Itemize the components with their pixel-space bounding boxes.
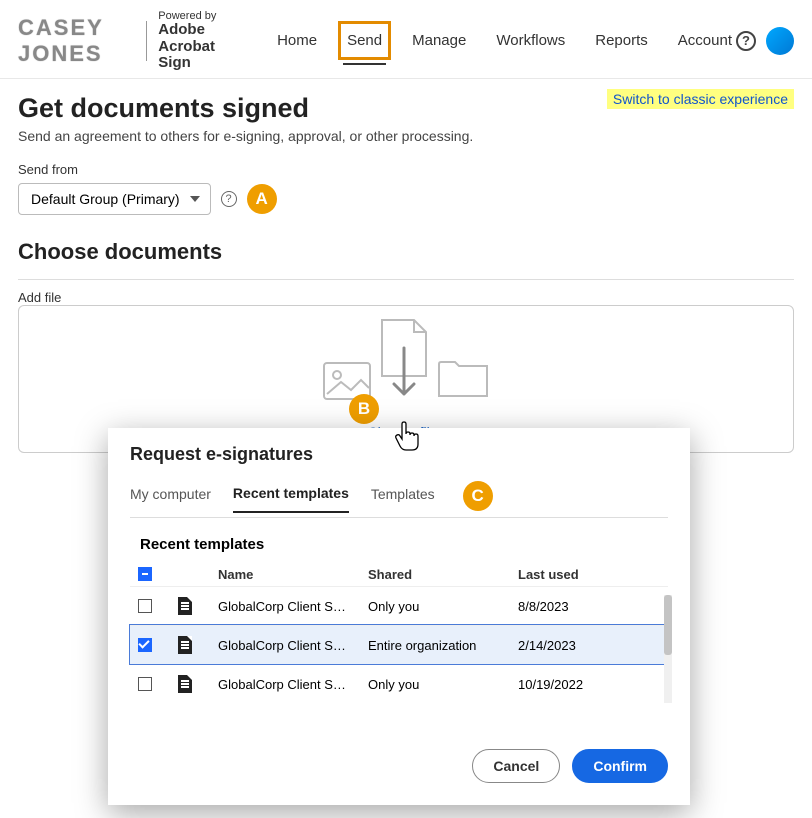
send-from-label: Send from bbox=[18, 162, 794, 177]
col-shared: Shared bbox=[368, 567, 518, 582]
classic-experience-link[interactable]: Switch to classic experience bbox=[607, 89, 794, 109]
callout-a: A bbox=[247, 184, 277, 214]
confirm-button[interactable]: Confirm bbox=[572, 749, 668, 783]
modal-footer: Cancel Confirm bbox=[130, 749, 668, 783]
table-scrollbar[interactable] bbox=[664, 595, 672, 703]
nav-reports[interactable]: Reports bbox=[591, 26, 652, 55]
help-icon[interactable]: ? bbox=[736, 31, 756, 51]
modal-tabs: My computer Recent templates Templates C bbox=[130, 481, 668, 518]
col-name: Name bbox=[218, 567, 368, 582]
nav-workflows[interactable]: Workflows bbox=[492, 26, 569, 55]
cell-name: GlobalCorp Client S… bbox=[218, 677, 368, 692]
folder-icon bbox=[437, 360, 489, 400]
page-subtitle: Send an agreement to others for e-signin… bbox=[18, 128, 794, 144]
add-file-label: Add file bbox=[18, 290, 794, 305]
document-icon bbox=[178, 597, 192, 615]
tab-recent-templates[interactable]: Recent templates bbox=[233, 485, 349, 513]
vertical-divider bbox=[146, 21, 147, 61]
send-from-row: Default Group (Primary) ? A bbox=[18, 183, 794, 215]
pointer-cursor-icon bbox=[392, 420, 420, 452]
callout-b: B bbox=[349, 394, 379, 424]
template-picker-modal: Request e-signatures My computer Recent … bbox=[108, 428, 690, 805]
cell-last-used: 8/8/2023 bbox=[518, 599, 638, 614]
cell-last-used: 2/14/2023 bbox=[518, 638, 638, 653]
callout-c: C bbox=[463, 481, 493, 511]
brand-logo: CASEY JONES bbox=[18, 15, 116, 67]
row-checkbox[interactable] bbox=[138, 677, 152, 691]
col-last-used: Last used bbox=[518, 567, 638, 582]
document-download-icon bbox=[379, 318, 429, 400]
nav-home[interactable]: Home bbox=[273, 26, 321, 55]
app-header: CASEY JONES Powered by Adobe Acrobat Sig… bbox=[0, 0, 812, 79]
scrollbar-thumb[interactable] bbox=[664, 595, 672, 655]
send-from-help-icon[interactable]: ? bbox=[221, 191, 237, 207]
cancel-button[interactable]: Cancel bbox=[472, 749, 560, 783]
cell-name: GlobalCorp Client S… bbox=[218, 638, 368, 653]
cell-last-used: 10/19/2022 bbox=[518, 677, 638, 692]
nav-account[interactable]: Account bbox=[674, 26, 736, 55]
avatar[interactable] bbox=[766, 27, 794, 55]
header-right: ? bbox=[736, 27, 794, 55]
main-nav: Home Send Manage Workflows Reports Accou… bbox=[273, 26, 736, 55]
select-all-checkbox[interactable] bbox=[138, 567, 152, 581]
cell-shared: Entire organization bbox=[368, 638, 518, 653]
send-from-select[interactable]: Default Group (Primary) bbox=[18, 183, 211, 215]
tab-my-computer[interactable]: My computer bbox=[130, 486, 211, 512]
table-row[interactable]: GlobalCorp Client S… Entire organization… bbox=[130, 625, 668, 664]
cell-name: GlobalCorp Client S… bbox=[218, 599, 368, 614]
document-icon bbox=[178, 636, 192, 654]
section-divider bbox=[18, 279, 794, 280]
row-checkbox[interactable] bbox=[138, 599, 152, 613]
document-icon bbox=[178, 675, 192, 693]
table-row[interactable]: GlobalCorp Client S… Only you 10/19/2022 bbox=[130, 664, 668, 703]
product-name: Adobe Acrobat Sign bbox=[158, 22, 237, 72]
main-content: Switch to classic experience Get documen… bbox=[0, 79, 812, 467]
dropzone-icons bbox=[323, 318, 489, 400]
templates-table: Name Shared Last used GlobalCorp Client … bbox=[130, 563, 668, 703]
modal-section-title: Recent templates bbox=[140, 536, 668, 553]
table-header: Name Shared Last used bbox=[130, 563, 668, 586]
nav-manage[interactable]: Manage bbox=[408, 26, 470, 55]
choose-documents-heading: Choose documents bbox=[18, 239, 794, 265]
powered-by: Powered by Adobe Acrobat Sign bbox=[158, 10, 237, 72]
cell-shared: Only you bbox=[368, 599, 518, 614]
row-checkbox[interactable] bbox=[138, 638, 152, 652]
table-row[interactable]: GlobalCorp Client S… Only you 8/8/2023 bbox=[130, 586, 668, 625]
send-from-value: Default Group (Primary) bbox=[31, 191, 180, 207]
cell-shared: Only you bbox=[368, 677, 518, 692]
tab-templates[interactable]: Templates bbox=[371, 486, 435, 512]
nav-send[interactable]: Send bbox=[343, 26, 386, 55]
